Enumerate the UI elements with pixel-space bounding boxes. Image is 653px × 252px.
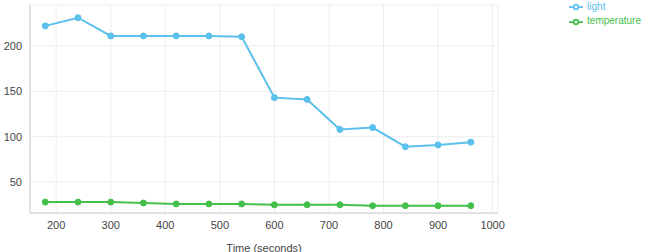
html-text:temperature: temperature [587,15,641,27]
html-text:light: light [587,1,606,12]
svg-text:400: 400 [156,219,174,231]
svg-text:900: 900 [429,219,447,231]
svg-text:200: 200 [8,40,22,52]
svg-text:150: 150 [8,85,22,97]
svg-text:500: 500 [211,219,229,231]
svg-text:600: 600 [265,219,283,231]
svg-text:Time (seconds): Time (seconds) [226,242,301,252]
svg-text:200: 200 [47,219,65,231]
svg-text:800: 800 [374,219,392,231]
svg-text:50: 50 [10,176,22,188]
svg-text:1000: 1000 [480,219,504,231]
svg-text:700: 700 [320,219,338,231]
svg-text:300: 300 [102,219,120,231]
svg-text:100: 100 [8,131,22,143]
